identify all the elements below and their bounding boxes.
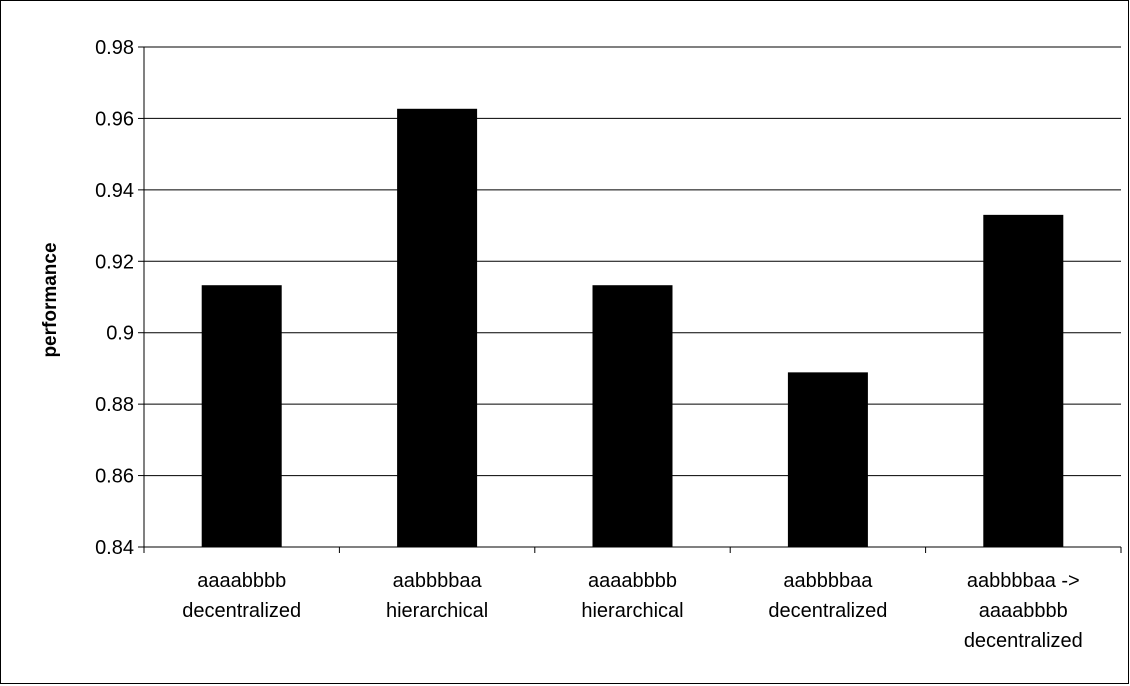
labels: 0.84 0.86 0.88 0.9 0.92 0.94 0.96 0.98 aaaabbbb d…	[95, 37, 1083, 652]
bar	[592, 285, 673, 547]
x-category-label-line: hierarchical	[581, 600, 683, 622]
y-tick-label: 0.86	[95, 466, 134, 488]
x-category-label: aaaabbbb decentralized	[182, 570, 301, 622]
y-tick-label: 0.98	[95, 37, 134, 59]
x-category-label-line: hierarchical	[386, 600, 488, 622]
x-category-label: aabbbbaa hierarchical	[386, 570, 488, 622]
bar	[397, 108, 478, 548]
x-category-label: aaaabbbb hierarchical	[581, 570, 683, 622]
x-category-label-line: aabbbbaa	[393, 570, 483, 592]
x-category-label-line: decentralized	[768, 600, 887, 622]
x-category-label: aabbbbaa -> aaaabbbb decentralized	[964, 570, 1083, 652]
y-tick-label: 0.94	[95, 180, 134, 202]
x-category-label-line: aaaabbbb	[197, 570, 286, 592]
bars	[201, 108, 1064, 548]
y-tick-label: 0.96	[95, 108, 134, 130]
x-category-label-line: aabbbbaa	[783, 570, 873, 592]
bar	[983, 214, 1064, 547]
y-tick-label: 0.9	[106, 323, 134, 345]
y-tick-label: 0.84	[95, 537, 134, 559]
x-category-label-line: aabbbbaa ->	[967, 570, 1080, 592]
bar	[201, 285, 282, 547]
y-axis-title: performance	[40, 242, 61, 357]
bar	[787, 372, 868, 547]
x-category-label-line: aaaabbbb	[588, 570, 677, 592]
x-category-label-line: aaaabbbb	[979, 600, 1068, 622]
x-category-label-line: decentralized	[964, 630, 1083, 652]
y-tick-label: 0.88	[95, 394, 134, 416]
axes	[138, 46, 1122, 553]
y-tick-label: 0.92	[95, 251, 134, 273]
x-category-label: aabbbbaa decentralized	[768, 570, 887, 622]
x-category-label-line: decentralized	[182, 600, 301, 622]
